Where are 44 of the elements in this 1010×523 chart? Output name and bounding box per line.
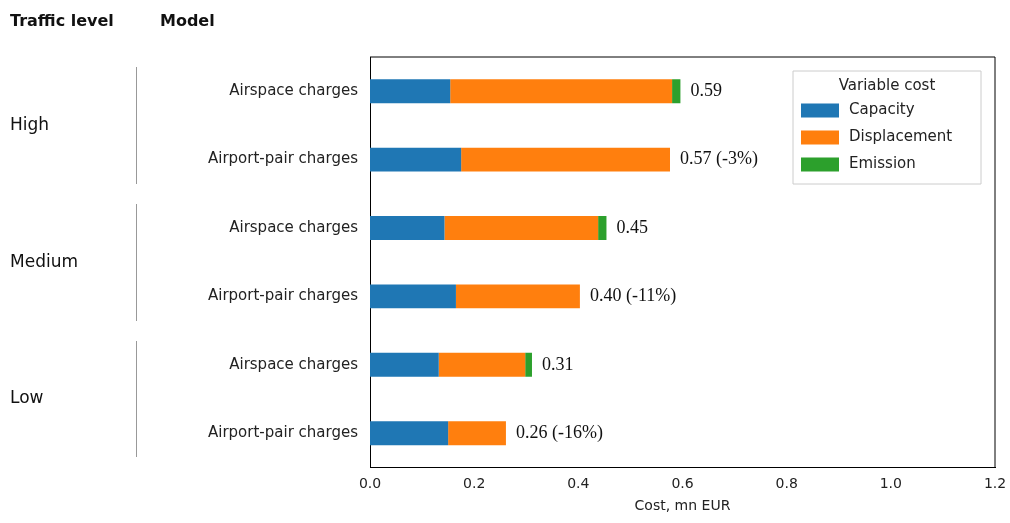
y-tick-label: Airport-pair charges — [208, 423, 359, 442]
x-axis-title: Cost, mn EUR — [634, 497, 731, 514]
text: High — [10, 113, 50, 134]
y-tick-label: Airport-pair charges — [208, 149, 359, 168]
text: Medium — [10, 250, 78, 271]
x-tick-label: 1.0 — [879, 475, 902, 492]
bar — [450, 79, 673, 104]
x-tick-label: 0.0 — [358, 475, 382, 492]
bar — [370, 421, 449, 446]
bar — [370, 284, 456, 309]
bar — [525, 352, 532, 377]
total-label: 0.40 (-11%) — [589, 285, 677, 307]
bar — [370, 147, 462, 172]
total-label: 0.31 — [541, 353, 574, 374]
x-tick-label: 0.4 — [567, 475, 590, 492]
bar — [444, 216, 599, 240]
text: Low — [10, 387, 44, 408]
legend-label: Displacement — [849, 127, 953, 146]
x-tick-label: 0.2 — [463, 475, 486, 492]
total-label: 0.59 — [690, 79, 722, 100]
text: Traffic level — [10, 11, 114, 31]
y-tick-label: Airspace charges — [229, 217, 359, 236]
bar — [448, 421, 506, 446]
bar — [370, 352, 439, 377]
x-tick-label: 1.2 — [983, 475, 1007, 492]
x-tick-label: 0.8 — [775, 475, 798, 492]
y-tick-label: Airspace charges — [229, 81, 359, 100]
x-tick-label: 0.6 — [671, 475, 694, 492]
bar — [370, 79, 451, 104]
bar — [370, 216, 445, 240]
legend-label: Emission — [849, 154, 916, 173]
bar — [438, 352, 526, 377]
y-tick-label: Airspace charges — [229, 354, 359, 373]
bar — [672, 79, 681, 104]
total-label: 0.45 — [616, 216, 648, 237]
legend-title: Variable cost — [838, 75, 936, 94]
legend-label: Capacity — [849, 100, 915, 119]
total-label: 0.26 (-16%) — [515, 421, 603, 443]
total-label: 0.57 (-3%) — [680, 148, 758, 170]
bar — [455, 284, 580, 309]
text: Model — [160, 11, 215, 31]
bar — [461, 147, 670, 172]
y-tick-label: Airport-pair charges — [208, 286, 359, 305]
bar — [598, 216, 607, 240]
